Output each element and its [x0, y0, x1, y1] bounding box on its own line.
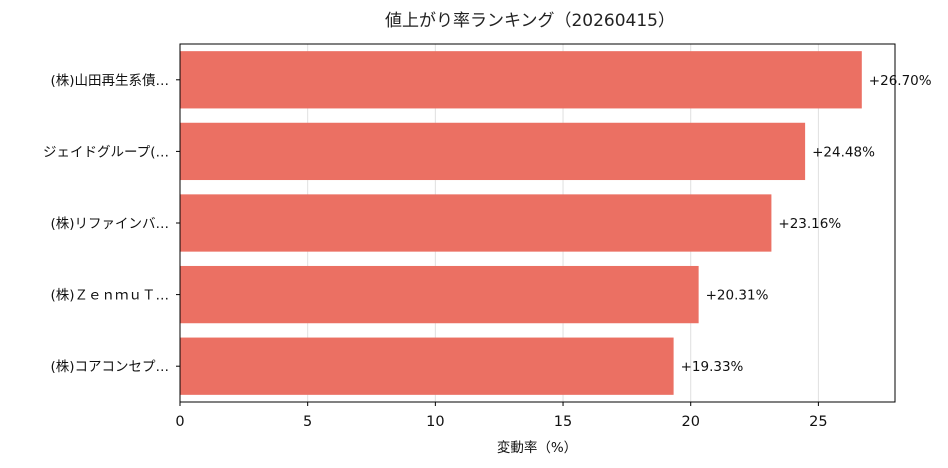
bar — [180, 194, 772, 252]
x-axis-label: 変動率（%） — [497, 439, 577, 456]
bar — [180, 122, 806, 181]
bar-value-label: +24.48% — [812, 144, 875, 160]
y-tick-label: (株)リファインバ… — [50, 216, 169, 232]
y-axis-ticks: (株)山田再生系債… ジェイドグループ(… (株)リファインバ… (株)ＺｅｎｍｕＴ…… — [43, 73, 180, 375]
x-axis-ticks: 0 5 10 15 20 25 — [175, 402, 828, 430]
data-labels: +26.70% +24.48% +23.16% +20.31% +19.33% — [681, 73, 932, 375]
y-tick-label: (株)ＺｅｎｍｕＴ… — [50, 288, 169, 304]
x-tick-label: 10 — [426, 414, 444, 430]
bar-value-label: +20.31% — [706, 288, 769, 304]
bar-value-label: +23.16% — [778, 216, 841, 232]
y-tick-label: (株)山田再生系債… — [50, 73, 169, 89]
bar-value-label: +19.33% — [681, 359, 744, 375]
chart-title: 値上がり率ランキング（20260415） — [385, 11, 675, 31]
x-tick-label: 0 — [175, 414, 184, 430]
bar-value-label: +26.70% — [869, 73, 932, 89]
x-tick-label: 15 — [554, 414, 572, 430]
bar — [180, 337, 674, 395]
x-tick-label: 5 — [303, 414, 312, 430]
bar — [180, 265, 699, 324]
y-tick-label: ジェイドグループ(… — [43, 144, 169, 160]
x-tick-label: 25 — [809, 414, 827, 430]
x-tick-label: 20 — [681, 414, 699, 430]
plot-frame — [179, 43, 896, 403]
bars — [180, 51, 862, 395]
bar — [180, 51, 862, 109]
y-tick-label: (株)コアコンセプ… — [50, 359, 169, 375]
